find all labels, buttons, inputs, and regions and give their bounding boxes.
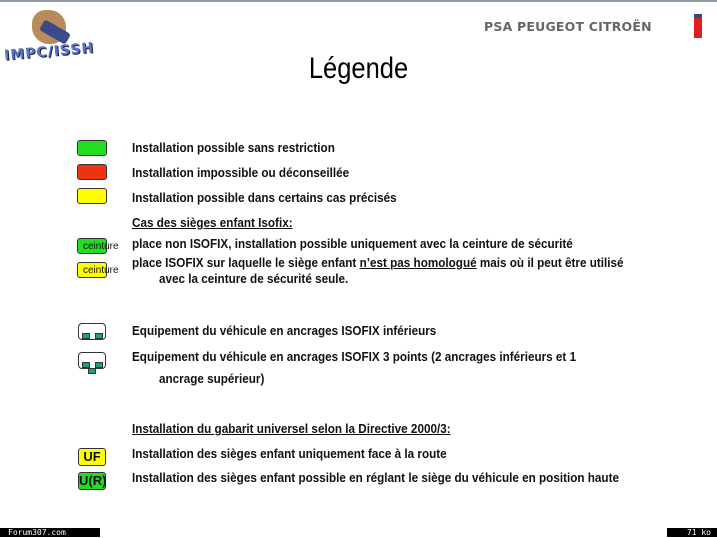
ceinture-yellow-swatch: ceinture <box>77 262 119 278</box>
anchor-text-1: Equipement du véhicule en ancrages ISOFI… <box>132 323 437 338</box>
isofix-text-2: place ISOFIX sur laquelle le siège enfan… <box>132 255 624 270</box>
isofix-text-2-line2: avec la ceinture de sécurité seule. <box>159 271 349 286</box>
isofix-text-2-underlined: n’est pas homologué <box>359 255 477 270</box>
green-swatch <box>77 140 107 156</box>
isofix-heading: Cas des sièges enfant Isofix: <box>132 215 293 230</box>
footer-left-watermark: Forum307.com <box>0 528 100 537</box>
anchor-dot <box>88 368 96 374</box>
anchor-dot <box>95 333 103 339</box>
legend-text-green: Installation possible sans restriction <box>132 140 335 155</box>
yellow-swatch <box>77 188 107 204</box>
psa-flag-icon <box>694 14 702 38</box>
universal-text-1: Installation des sièges enfant uniquemen… <box>132 446 447 461</box>
anchor-text-2-line2: ancrage supérieur) <box>159 371 265 386</box>
uf-badge: UF <box>78 448 106 466</box>
top-border <box>0 0 717 2</box>
anchor-text-2: Equipement du véhicule en ancrages ISOFI… <box>132 349 577 364</box>
isofix-text-2-part3: mais où il peut être utilisé <box>476 255 624 270</box>
legend-text-red: Installation impossible ou déconseillée <box>132 165 350 180</box>
ceinture-label: ceinture <box>83 265 119 276</box>
ceinture-label: ceinture <box>83 241 119 252</box>
anchor-dot <box>95 362 103 368</box>
isofix-text-2-part1: place ISOFIX sur laquelle le siège enfan… <box>132 255 360 270</box>
anchor-dot <box>82 333 90 339</box>
footer-file-size: 71 ko <box>667 528 717 537</box>
isofix-3-point-anchors-icon <box>78 352 106 374</box>
impc-issh-logo: IMPC/ISSH <box>3 8 104 68</box>
page-title: Légende <box>308 52 409 85</box>
universal-heading: Installation du gabarit universel selon … <box>132 421 451 436</box>
legend-text-yellow: Installation possible dans certains cas … <box>132 190 397 205</box>
isofix-lower-anchors-icon <box>78 323 106 340</box>
psa-logo-text: PSA PEUGEOT CITROËN <box>484 19 652 34</box>
isofix-text-1: place non ISOFIX, installation possible … <box>132 236 573 251</box>
red-swatch <box>77 164 107 180</box>
anchor-dot <box>82 362 90 368</box>
universal-text-2: Installation des sièges enfant possible … <box>132 470 619 485</box>
ur-badge: U(R) <box>78 472 107 490</box>
psa-logo: PSA PEUGEOT CITROËN <box>484 14 702 38</box>
ceinture-green-swatch: ceinture <box>77 238 119 254</box>
